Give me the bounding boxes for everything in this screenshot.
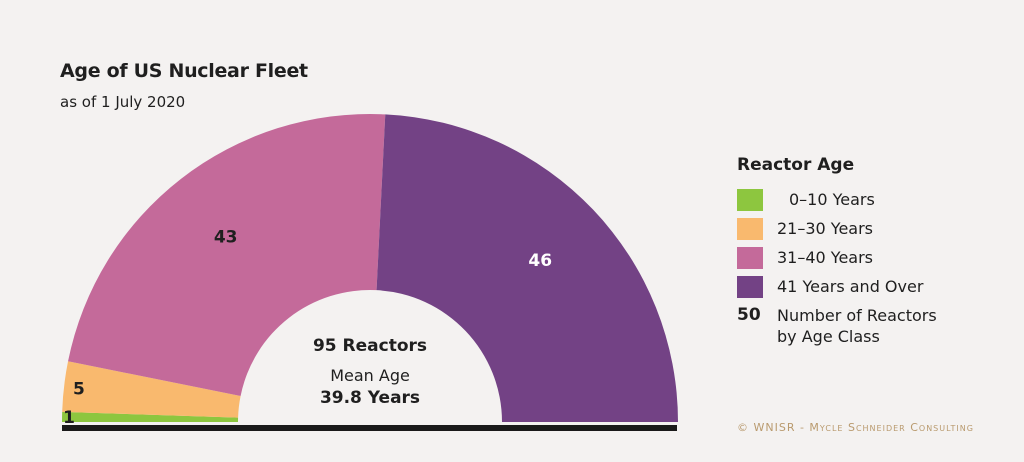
legend-item-31-40: 31–40 Years (737, 243, 937, 272)
slice-value-label: 5 (73, 380, 85, 400)
slice-31-40-years (68, 114, 386, 396)
legend-number-text: Number of Reactors by Age Class (777, 305, 937, 347)
legend-number-key: 50 Number of Reactors by Age Class (737, 305, 937, 347)
legend-number-sample: 50 (737, 305, 761, 325)
slice-value-label: 43 (214, 228, 238, 248)
credit-text: © WNISR - Mycle Schneider Consulting (737, 421, 974, 434)
center-total-label: 95 Reactors (313, 336, 427, 356)
legend-swatch (737, 188, 763, 211)
legend-item-21-30: 21–30 Years (737, 214, 937, 243)
legend-title: Reactor Age (737, 155, 855, 175)
slice-0-10-years (62, 411, 239, 422)
baseline-bar (62, 425, 677, 431)
slice-21-30-years (62, 361, 241, 418)
legend-item-0-10: 0–10 Years (737, 185, 937, 214)
legend-label: 21–30 Years (777, 219, 874, 238)
chart-title: Age of US Nuclear Fleet (60, 60, 308, 82)
legend-number-text-line1: Number of Reactors (777, 306, 937, 325)
legend-label: 0–10 Years (789, 190, 875, 209)
legend-item-41-plus: 41 Years and Over (737, 272, 937, 301)
slice-value-label: 1 (63, 408, 75, 428)
legend-label: 31–40 Years (777, 248, 874, 267)
chart-subtitle: as of 1 July 2020 (60, 93, 186, 111)
center-mean-label: Mean Age (330, 366, 410, 385)
slices-group (62, 114, 678, 423)
legend-number-text-line2: by Age Class (777, 327, 880, 346)
legend-swatch (737, 217, 763, 240)
center-mean-value: 39.8 Years (320, 388, 420, 408)
slice-41-years-and-over (376, 114, 678, 423)
legend-swatch (737, 246, 763, 269)
slice-value-label: 46 (528, 251, 552, 271)
legend: Reactor Age 0–10 Years 21–30 Years 31–40… (737, 155, 937, 347)
legend-swatch (737, 275, 763, 298)
slice-labels-group: 1 5 43 46 (63, 228, 552, 428)
legend-label: 41 Years and Over (777, 277, 924, 296)
